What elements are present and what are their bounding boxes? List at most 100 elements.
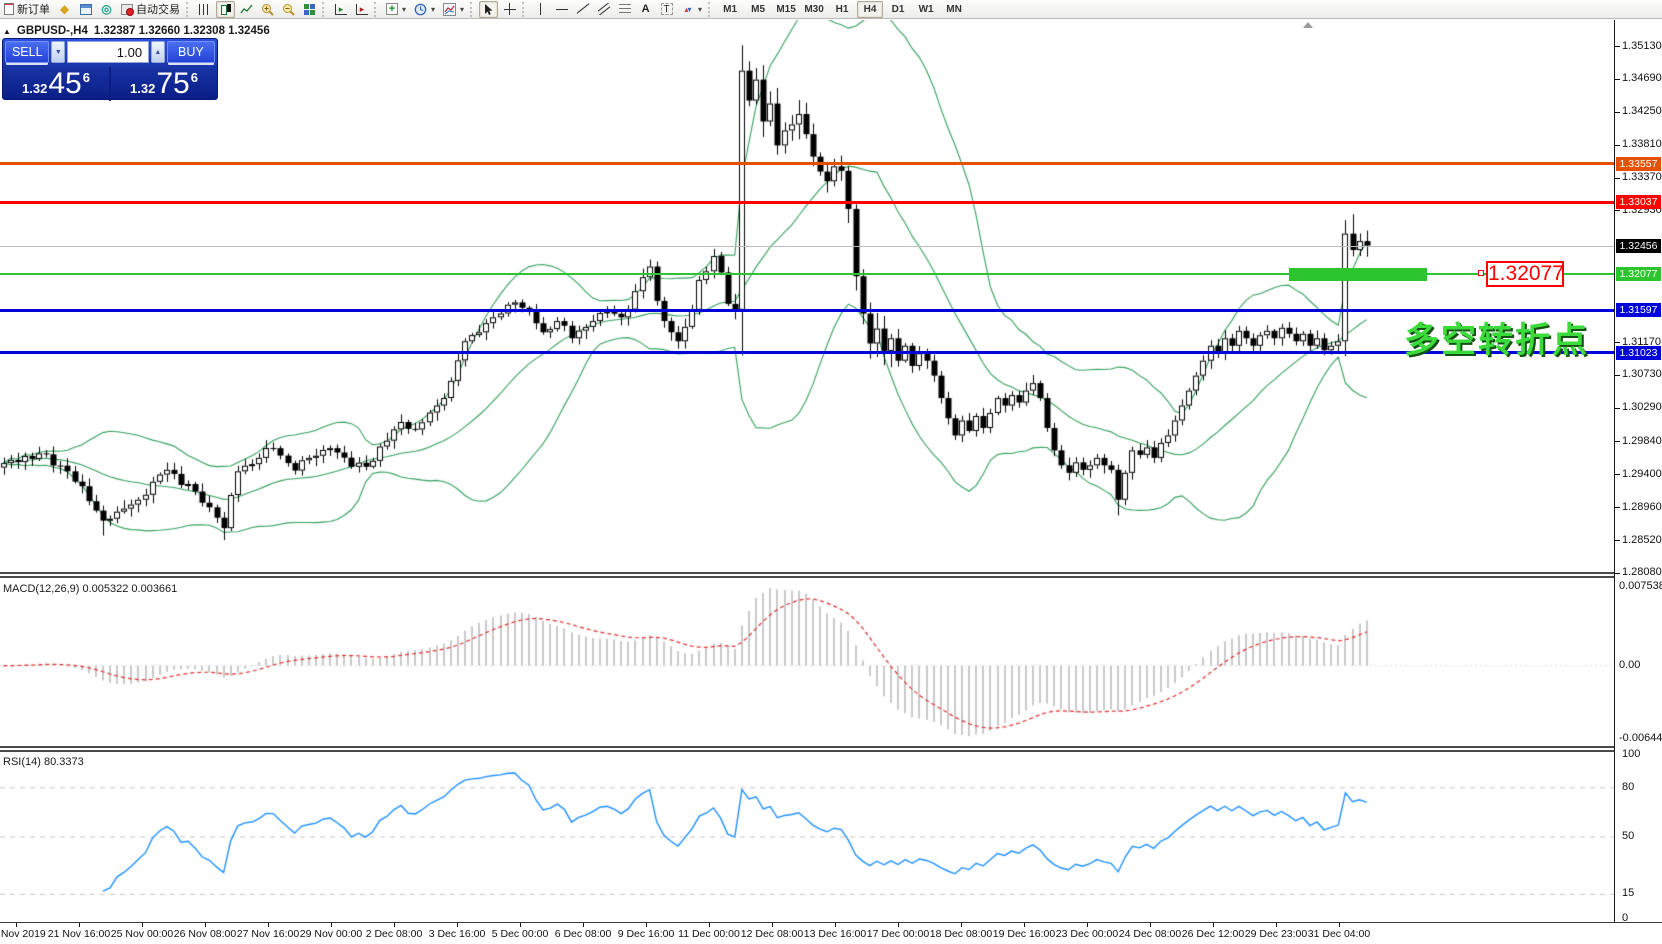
horizontal-line-object[interactable] bbox=[0, 308, 1614, 312]
time-axis-label: 20 Nov 2019 bbox=[0, 928, 46, 940]
volume-decrease-button[interactable]: ▼ bbox=[51, 41, 66, 63]
time-axis-label: 26 Dec 12:00 bbox=[1181, 928, 1245, 940]
time-axis-tick bbox=[583, 923, 584, 927]
macd-indicator-canvas[interactable] bbox=[0, 578, 1614, 746]
cursor-button[interactable] bbox=[479, 0, 499, 18]
price-tick-label: 1.28080 bbox=[1622, 566, 1662, 579]
vertical-line-button[interactable] bbox=[531, 1, 550, 18]
timeframe-m30-button[interactable]: M30 bbox=[801, 1, 827, 18]
equidistant-channel-button[interactable] bbox=[594, 1, 613, 18]
horizontal-line-button[interactable] bbox=[552, 1, 571, 18]
timeframe-h1-button[interactable]: H1 bbox=[829, 1, 855, 18]
time-axis-label: 17 Dec 00:00 bbox=[866, 928, 930, 940]
timeframe-m1-button[interactable]: M1 bbox=[717, 1, 743, 18]
time-axis-tick bbox=[331, 923, 332, 927]
horizontal-line-object[interactable] bbox=[0, 200, 1614, 204]
collapse-panel-icon[interactable]: ▲ bbox=[3, 26, 11, 36]
timeframe-m5-button[interactable]: M5 bbox=[745, 1, 771, 18]
buy-button[interactable]: BUY bbox=[166, 41, 216, 63]
templates-button[interactable]: ▾ bbox=[440, 1, 467, 18]
price-tag-label[interactable]: 1.32077 bbox=[1486, 261, 1564, 288]
auto-scroll-button[interactable]: ▸ bbox=[331, 1, 350, 18]
toolbar-grip bbox=[322, 1, 328, 17]
axis-price-label: 1.33557 bbox=[1616, 156, 1661, 171]
timeframe-d1-button[interactable]: D1 bbox=[885, 1, 911, 18]
new-order-button[interactable]: 新订单 bbox=[1, 1, 53, 18]
axis-price-label: 1.31597 bbox=[1616, 303, 1661, 318]
trade-controls-row: SELL ▼ ▲ BUY bbox=[3, 39, 217, 65]
price-chart-canvas[interactable] bbox=[0, 20, 1614, 572]
time-axis-label: 5 Dec 00:00 bbox=[491, 928, 549, 940]
crosshair-button[interactable] bbox=[500, 1, 519, 18]
sell-button[interactable]: SELL bbox=[5, 41, 50, 63]
panel-splitter[interactable] bbox=[0, 746, 1614, 752]
zoom-in-button[interactable] bbox=[258, 1, 277, 18]
price-axis[interactable]: 1.35130 1.34690 1.34250 1.33810 1.33370 1.329… bbox=[1615, 20, 1662, 944]
autotrade-button[interactable]: 自动交易 bbox=[118, 1, 183, 18]
zoom-out-button[interactable] bbox=[279, 1, 298, 18]
support-zone-rectangle[interactable] bbox=[1289, 267, 1427, 281]
volume-increase-button[interactable]: ▲ bbox=[151, 41, 165, 63]
candlestick-chart-button[interactable] bbox=[216, 0, 235, 18]
horizontal-line-object[interactable] bbox=[0, 162, 1614, 166]
toolbar-grip bbox=[470, 1, 476, 17]
horizontal-line-object[interactable] bbox=[0, 351, 1614, 355]
volume-input[interactable] bbox=[67, 41, 150, 63]
time-axis-tick bbox=[1024, 923, 1025, 927]
toolbar-grip bbox=[522, 1, 528, 17]
horizontal-line-object[interactable] bbox=[0, 273, 1614, 276]
price-tick-label: 1.29840 bbox=[1622, 434, 1662, 447]
time-axis-label: 13 Dec 16:00 bbox=[803, 928, 867, 940]
timeframe-m15-button[interactable]: M15 bbox=[773, 1, 799, 18]
equidistant-channel-icon bbox=[598, 3, 610, 15]
tile-windows-button[interactable] bbox=[300, 1, 319, 18]
fibonacci-button[interactable] bbox=[615, 1, 634, 18]
time-axis-tick bbox=[268, 923, 269, 927]
text-label-button[interactable]: T bbox=[657, 1, 676, 18]
timeframe-mn-button[interactable]: MN bbox=[941, 1, 967, 18]
time-axis-tick bbox=[520, 923, 521, 927]
periods-clock-icon bbox=[414, 3, 427, 16]
add-indicator-button[interactable]: + ▾ bbox=[383, 1, 409, 18]
panel-splitter[interactable] bbox=[0, 572, 1614, 578]
time-axis-label: 31 Dec 04:00 bbox=[1307, 928, 1371, 940]
market-watch-button[interactable]: ◆ bbox=[55, 1, 74, 18]
time-axis-tick bbox=[142, 923, 143, 927]
macd-label: MACD(12,26,9) 0.005322 0.003661 bbox=[3, 583, 178, 595]
chart-shift-marker[interactable] bbox=[1303, 22, 1313, 28]
time-axis-tick bbox=[646, 923, 647, 927]
time-axis-label: 29 Nov 00:00 bbox=[299, 928, 363, 940]
price-tick-label: 1.30290 bbox=[1622, 401, 1662, 414]
time-axis-tick bbox=[1150, 923, 1151, 927]
axis-price-label: 1.32456 bbox=[1616, 238, 1661, 253]
price-tick-mark bbox=[1615, 177, 1620, 179]
sell-price-display[interactable]: 1.32 45 6 bbox=[3, 67, 111, 101]
rsi-label: RSI(14) 80.3373 bbox=[3, 756, 84, 768]
price-tag-anchor[interactable] bbox=[1478, 270, 1484, 277]
text-button[interactable]: A bbox=[636, 1, 655, 18]
bar-chart-button[interactable] bbox=[195, 1, 214, 18]
trendline-icon bbox=[577, 3, 589, 15]
time-axis-label: 23 Dec 00:00 bbox=[1055, 928, 1119, 940]
buy-price-display[interactable]: 1.32 75 6 bbox=[111, 67, 217, 101]
rsi-scale-label: 0 bbox=[1622, 912, 1629, 924]
timeframe-w1-button[interactable]: W1 bbox=[913, 1, 939, 18]
autotrade-label: 自动交易 bbox=[136, 4, 180, 16]
arrows-button[interactable]: ▴▾ ▾ bbox=[678, 1, 705, 18]
periods-dropdown-icon: ▾ bbox=[431, 4, 436, 14]
navigator-button[interactable]: ◎ bbox=[97, 1, 116, 18]
turning-point-annotation[interactable]: 多空转折点 bbox=[1404, 321, 1590, 360]
line-chart-button[interactable] bbox=[237, 1, 256, 18]
periods-button[interactable]: ▾ bbox=[411, 1, 438, 18]
timeframe-h4-button[interactable]: H4 bbox=[857, 0, 884, 18]
data-window-button[interactable] bbox=[76, 1, 95, 18]
line-chart-icon bbox=[240, 3, 253, 16]
chart-shift-button[interactable]: ▸ bbox=[352, 1, 371, 18]
trendline-button[interactable] bbox=[573, 1, 592, 18]
buy-price-small: 1.32 bbox=[130, 81, 156, 96]
time-axis-label: 12 Dec 08:00 bbox=[740, 928, 804, 940]
rsi-indicator-canvas[interactable] bbox=[0, 752, 1614, 922]
templates-icon bbox=[443, 2, 457, 16]
crosshair-icon bbox=[503, 3, 516, 15]
